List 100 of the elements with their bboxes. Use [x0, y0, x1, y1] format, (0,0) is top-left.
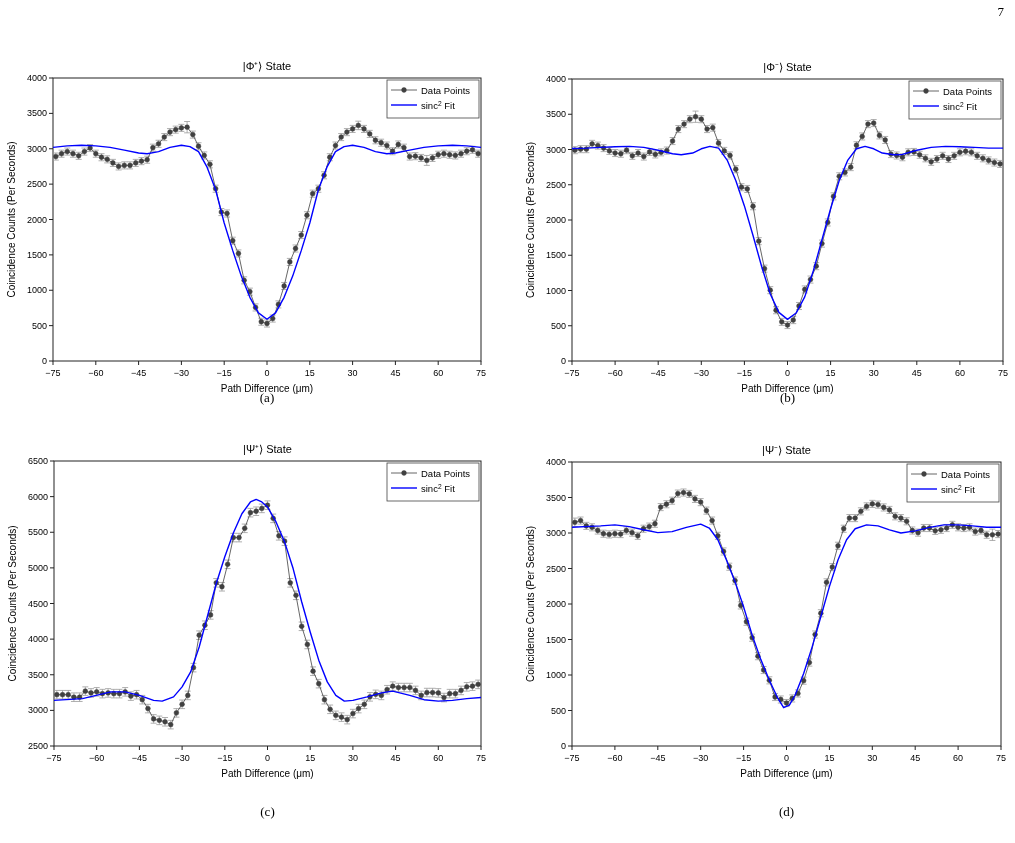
x-tick-label: −60 — [89, 753, 105, 763]
y-axis-title: Coincidence Counts (Per Seconds) — [7, 525, 18, 682]
text: (c) — [260, 804, 275, 819]
y-tick-label: 1000 — [545, 285, 566, 296]
y-tick-label: 500 — [550, 705, 566, 716]
y-tick-label: 2500 — [26, 179, 47, 190]
y-tick-label: 3500 — [545, 492, 566, 503]
y-tick-label: 3000 — [545, 528, 566, 538]
x-tick-label: −75 — [46, 753, 62, 763]
y-tick-label: 3500 — [26, 108, 47, 119]
y-tick-label: 2500 — [545, 179, 566, 190]
y-tick-label: 3500 — [545, 109, 566, 120]
x-tick-label: −60 — [88, 368, 104, 378]
x-tick-label: 15 — [304, 368, 315, 378]
x-tick-label: −75 — [45, 368, 61, 378]
x-tick-label: −75 — [564, 753, 580, 763]
x-tick-label: −75 — [564, 368, 580, 378]
y-tick-label: 0 — [41, 356, 47, 366]
x-tick-label: 30 — [347, 368, 358, 378]
x-tick-label: 60 — [953, 753, 964, 763]
y-tick-label: 2000 — [545, 599, 566, 609]
legend-label: Data Points — [941, 468, 991, 480]
x-tick-label: −45 — [130, 368, 147, 378]
x-tick-label: 45 — [910, 753, 921, 763]
text: (d) — [778, 804, 795, 819]
x-tick-label: 30 — [347, 753, 358, 763]
x-axis-title: Path Difference (μm) — [221, 768, 314, 779]
x-tick-label: −45 — [650, 753, 666, 763]
y-tick-label: 4000 — [545, 74, 566, 84]
y-tick-label: 1500 — [545, 634, 566, 645]
x-tick-label: −15 — [216, 368, 232, 378]
x-tick-label: 45 — [911, 368, 922, 378]
x-tick-label: 15 — [305, 753, 316, 763]
y-tick-label: 4000 — [545, 457, 566, 467]
x-tick-label: 75 — [997, 368, 1009, 378]
chart-title: |Ψ⁺⟩ State — [243, 443, 292, 455]
x-tick-label: −15 — [736, 368, 753, 378]
x-tick-label: −45 — [131, 753, 148, 763]
y-tick-label: 6000 — [27, 491, 48, 502]
x-tick-label: −30 — [693, 368, 709, 378]
x-tick-label: −60 — [607, 368, 623, 378]
chart-title: |Ψ⁻⟩ State — [762, 444, 811, 456]
y-tick-label: 0 — [560, 356, 566, 366]
x-tick-label: 75 — [475, 753, 487, 763]
x-tick-label: 0 — [783, 753, 790, 763]
legend-label: sinc$^{2}$ Fit — [421, 99, 456, 111]
y-tick-label: 5000 — [27, 562, 48, 573]
y-tick-label: 1500 — [545, 250, 566, 261]
y-tick-label: 2000 — [26, 214, 47, 225]
y-tick-label: 6500 — [27, 456, 48, 466]
x-tick-label: −30 — [173, 368, 190, 378]
x-tick-label: −30 — [693, 753, 709, 763]
y-tick-label: 4000 — [27, 634, 48, 645]
y-tick-label: 1000 — [26, 285, 47, 296]
x-tick-label: −45 — [650, 368, 666, 378]
y-tick-label: 0 — [560, 741, 566, 751]
x-tick-label: −60 — [607, 753, 623, 763]
x-tick-label: −15 — [735, 753, 752, 763]
x-tick-label: 30 — [868, 368, 879, 378]
x-tick-label: 60 — [954, 368, 965, 378]
legend-label: Data Points — [421, 84, 471, 96]
x-tick-label: 60 — [433, 753, 444, 763]
y-axis-title: Coincidence Counts (Per Seconds) — [525, 141, 536, 299]
legend-label: Data Points — [421, 467, 471, 479]
y-tick-label: 3500 — [27, 669, 48, 680]
y-tick-label: 3000 — [26, 143, 47, 154]
y-tick-label: 4000 — [26, 73, 47, 83]
y-tick-label: 3000 — [27, 705, 48, 716]
text: 7 — [997, 4, 1005, 19]
x-tick-label: 0 — [784, 368, 791, 378]
y-tick-label: 5500 — [27, 527, 48, 538]
x-tick-label: 15 — [825, 368, 836, 378]
x-tick-label: −30 — [174, 753, 190, 763]
x-tick-label: 60 — [433, 368, 444, 378]
x-tick-label: −15 — [217, 753, 233, 763]
x-tick-label: 15 — [824, 753, 835, 763]
chart-title: |Φ⁻⟩ State — [763, 61, 812, 73]
y-tick-label: 500 — [550, 320, 566, 331]
y-tick-label: 2500 — [545, 563, 566, 574]
x-tick-label: 0 — [264, 368, 270, 378]
x-tick-label: 45 — [390, 368, 401, 378]
y-tick-label: 2000 — [545, 215, 566, 225]
x-tick-label: 75 — [995, 753, 1007, 763]
x-tick-label: 30 — [867, 753, 878, 763]
y-tick-label: 500 — [31, 320, 47, 331]
y-tick-label: 1500 — [26, 249, 47, 260]
y-tick-label: 1000 — [545, 670, 566, 680]
x-tick-label: 0 — [264, 753, 271, 763]
legend-label: Data Points — [943, 85, 993, 97]
x-axis-title: Path Difference (μm) — [740, 768, 833, 779]
y-axis-title: Coincidence Counts (Per Seconds) — [525, 525, 536, 683]
legend-label: sinc$^{2}$ Fit — [421, 482, 456, 494]
chart-title: |Φ⁺⟩ State — [242, 60, 292, 72]
legend-label: sinc$^{2}$ Fit — [943, 100, 978, 112]
y-tick-label: 2500 — [27, 741, 48, 751]
y-axis-title: Coincidence Counts (Per Seconds) — [6, 141, 17, 298]
y-tick-label: 4500 — [27, 598, 48, 609]
x-tick-label: 45 — [390, 753, 401, 763]
x-tick-label: 75 — [475, 368, 487, 378]
y-tick-label: 3000 — [545, 144, 566, 155]
